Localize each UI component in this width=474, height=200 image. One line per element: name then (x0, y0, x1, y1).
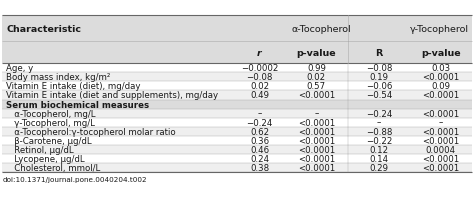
Text: 0.19: 0.19 (370, 73, 389, 82)
Text: Vitamin E intake (diet), mg/day: Vitamin E intake (diet), mg/day (6, 82, 141, 91)
Text: 0.57: 0.57 (307, 82, 326, 91)
Bar (2, 118, 472, 127)
Text: –: – (314, 109, 319, 118)
Text: β-Carotene, µg/dL: β-Carotene, µg/dL (6, 136, 92, 145)
Text: 0.0004: 0.0004 (426, 145, 456, 154)
Text: p-value: p-value (421, 49, 461, 57)
Text: 0.03: 0.03 (431, 64, 450, 73)
Text: <0.0001: <0.0001 (298, 154, 335, 163)
Text: Retinol, µg/dL: Retinol, µg/dL (6, 145, 74, 154)
Text: <0.0001: <0.0001 (422, 154, 459, 163)
Text: γ-Tocopherol, mg/L: γ-Tocopherol, mg/L (6, 118, 95, 127)
Text: −0.0002: −0.0002 (241, 64, 278, 73)
Text: −0.88: −0.88 (366, 127, 392, 136)
Bar (2, 91, 472, 100)
Text: <0.0001: <0.0001 (298, 127, 335, 136)
Text: –: – (377, 118, 382, 127)
Text: α-Tocopherol: α-Tocopherol (292, 25, 351, 33)
Text: Characteristic: Characteristic (6, 25, 81, 33)
Text: 0.29: 0.29 (370, 163, 389, 172)
Text: −0.22: −0.22 (366, 136, 392, 145)
Text: 0.02: 0.02 (307, 73, 326, 82)
Text: doi:10.1371/journal.pone.0040204.t002: doi:10.1371/journal.pone.0040204.t002 (2, 176, 147, 182)
Bar (2, 82, 472, 91)
Text: <0.0001: <0.0001 (298, 145, 335, 154)
Bar (2, 100, 472, 109)
Text: Lycopene, µg/dL: Lycopene, µg/dL (6, 154, 85, 163)
Bar (2, 73, 472, 82)
Text: −0.08: −0.08 (246, 73, 273, 82)
Text: <0.0001: <0.0001 (422, 73, 459, 82)
Text: α-Tocopherol:γ-tocopherol molar ratio: α-Tocopherol:γ-tocopherol molar ratio (6, 127, 176, 136)
Text: −0.08: −0.08 (366, 64, 392, 73)
Text: Vitamin E intake (diet and supplements), mg/day: Vitamin E intake (diet and supplements),… (6, 91, 219, 100)
Text: 0.02: 0.02 (250, 82, 269, 91)
Text: r: r (257, 49, 262, 57)
Text: γ-Tocopherol: γ-Tocopherol (410, 25, 469, 33)
Text: –: – (257, 109, 262, 118)
Text: Serum biochemical measures: Serum biochemical measures (6, 100, 149, 109)
Text: −0.24: −0.24 (366, 109, 392, 118)
Bar (2, 163, 472, 172)
Text: R: R (375, 49, 383, 57)
Bar (2, 136, 472, 145)
Text: Age, y: Age, y (6, 64, 33, 73)
Text: −0.24: −0.24 (246, 118, 273, 127)
Bar (2, 42, 472, 64)
Text: <0.0001: <0.0001 (422, 163, 459, 172)
Text: p-value: p-value (297, 49, 336, 57)
Text: 0.46: 0.46 (250, 145, 269, 154)
Text: <0.0001: <0.0001 (422, 109, 459, 118)
Text: <0.0001: <0.0001 (422, 136, 459, 145)
Text: <0.0001: <0.0001 (422, 91, 459, 100)
Text: 0.14: 0.14 (370, 154, 389, 163)
Bar (2, 64, 472, 73)
Bar (2, 145, 472, 154)
Text: <0.0001: <0.0001 (298, 136, 335, 145)
Bar (2, 109, 472, 118)
Text: α-Tocopherol, mg/L: α-Tocopherol, mg/L (6, 109, 96, 118)
Text: <0.0001: <0.0001 (422, 127, 459, 136)
Text: <0.0001: <0.0001 (298, 118, 335, 127)
Text: –: – (438, 118, 443, 127)
Bar (2, 16, 472, 42)
Text: 0.09: 0.09 (431, 82, 450, 91)
Text: 0.12: 0.12 (370, 145, 389, 154)
Text: <0.0001: <0.0001 (298, 163, 335, 172)
Text: 0.49: 0.49 (250, 91, 269, 100)
Text: Body mass index, kg/m²: Body mass index, kg/m² (6, 73, 110, 82)
Text: −0.54: −0.54 (366, 91, 392, 100)
Text: −0.06: −0.06 (366, 82, 392, 91)
Text: Cholesterol, mmol/L: Cholesterol, mmol/L (6, 163, 100, 172)
Text: <0.0001: <0.0001 (298, 91, 335, 100)
Bar (2, 127, 472, 136)
Bar (2, 154, 472, 163)
Text: 0.36: 0.36 (250, 136, 269, 145)
Text: 0.62: 0.62 (250, 127, 269, 136)
Text: 0.38: 0.38 (250, 163, 269, 172)
Text: 0.24: 0.24 (250, 154, 269, 163)
Text: 0.99: 0.99 (307, 64, 326, 73)
